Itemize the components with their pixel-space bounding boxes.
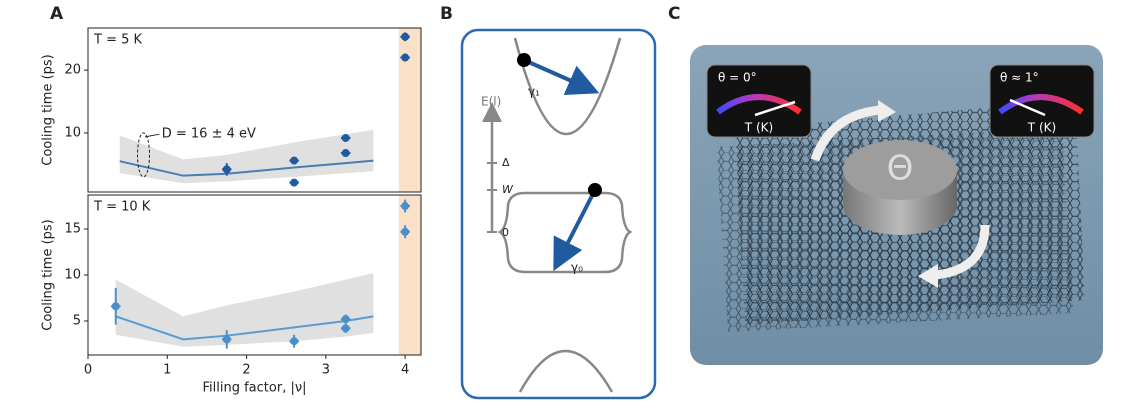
flat-band — [497, 191, 633, 274]
gauge-needle — [754, 100, 796, 117]
point — [401, 202, 410, 211]
theory-line — [119, 159, 374, 177]
gauge-label: θ = 0° — [718, 71, 757, 85]
point — [401, 32, 410, 41]
y-tick-label: 5 — [73, 313, 81, 328]
note-arrow — [144, 133, 160, 138]
lower-band — [518, 349, 614, 393]
point — [341, 149, 350, 158]
point — [401, 227, 410, 236]
rate-label: γ₁ — [528, 85, 540, 99]
highlight — [398, 28, 421, 192]
x-tick-label: 2 — [242, 363, 250, 378]
x-axis-label: Filling factor, |ν| — [203, 381, 307, 396]
upper-band — [513, 37, 622, 136]
gauge-scale — [716, 94, 802, 115]
point — [341, 324, 350, 333]
point — [341, 315, 350, 324]
point — [401, 53, 410, 62]
gauge-needle — [1009, 98, 1046, 117]
relaxation-arrow — [553, 189, 597, 272]
point — [290, 337, 299, 346]
electron — [517, 53, 531, 67]
theory-line — [115, 315, 374, 341]
electron — [588, 183, 602, 197]
note: D = 16 ± 4 eV — [162, 127, 256, 142]
gauge-unit: T (K) — [744, 121, 773, 135]
panel-label: C — [668, 4, 680, 24]
panel-label: B — [440, 4, 453, 24]
gauge-unit: T (K) — [1027, 121, 1056, 135]
level-label: 0 — [502, 226, 509, 239]
knob-top — [843, 140, 957, 200]
y-tick-label: 10 — [64, 268, 81, 283]
x-tick-label: 3 — [322, 363, 330, 378]
y-axis-label: Cooling time (ps) — [41, 219, 56, 331]
point — [341, 133, 350, 142]
panel-label: A — [50, 4, 64, 24]
condition-label: T = 5 K — [93, 33, 143, 48]
rate-label: γ₀ — [571, 261, 583, 275]
gauge-label: θ ≈ 1° — [1000, 71, 1039, 85]
band-marker — [137, 132, 150, 178]
axis-label: E(l) — [481, 95, 501, 109]
x-tick-label: 4 — [401, 363, 409, 378]
illustration: Θ θ = 0° T (K) θ ≈ 1° T (K) — [690, 45, 1103, 365]
highlight — [398, 195, 421, 355]
gauge — [989, 64, 1095, 138]
level-label: W — [502, 183, 514, 196]
point — [222, 335, 231, 344]
y-tick-label: 15 — [64, 222, 81, 237]
y-tick-label: 20 — [64, 63, 81, 78]
x-tick-label: 1 — [163, 363, 171, 378]
rotate-arrow — [934, 224, 990, 280]
relaxation-arrow — [523, 58, 600, 95]
point — [290, 156, 299, 165]
rotate-arrow — [810, 105, 881, 162]
y-tick-label: 10 — [64, 125, 81, 140]
point — [290, 178, 299, 187]
condition-label: T = 10 K — [93, 200, 151, 215]
rotate-arrow-head — [918, 264, 938, 288]
gauge-scale — [998, 94, 1084, 115]
axes-frame — [87, 27, 422, 193]
x-tick-label: 0 — [84, 363, 92, 378]
point — [222, 165, 231, 174]
plot-area — [110, 195, 421, 355]
rotate-arrow-head — [878, 100, 896, 122]
point — [111, 302, 120, 311]
level-label: Δ — [502, 156, 510, 169]
diagram: E(l) Δ W 0 γ₁ γ₀ — [460, 28, 657, 400]
plot-area — [119, 28, 421, 192]
panel-frame — [460, 28, 657, 400]
y-axis-label: Cooling time (ps) — [41, 54, 56, 166]
gauge — [706, 64, 812, 138]
theory-band — [115, 273, 374, 347]
knob-label: Θ — [887, 149, 914, 189]
theory-band — [119, 129, 374, 184]
